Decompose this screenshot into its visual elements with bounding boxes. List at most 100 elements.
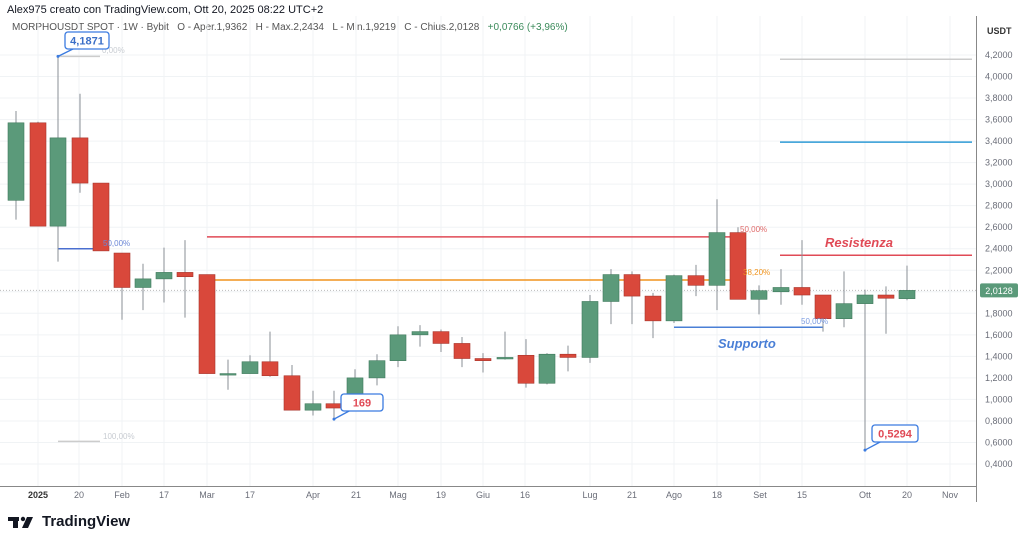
price-tick: 2,8000 <box>985 201 1013 211</box>
fib-100-label: 100,00% <box>103 432 135 441</box>
bull-candle <box>581 301 599 358</box>
low-oct-callout-box <box>871 424 919 443</box>
bear-candle <box>113 252 131 288</box>
bull-candle <box>708 232 726 286</box>
price-tick: 4,2000 <box>985 50 1013 60</box>
fib-50-low-label: 50,00% <box>801 317 828 326</box>
bear-candle <box>176 272 194 278</box>
low-value: L - Min.1,9219 <box>332 22 396 33</box>
last-price-label: 2,0128 <box>985 286 1013 296</box>
price-scale: 4,2000 4,0000 3,8000 3,6000 3,4000 3,2000 3,00… <box>980 50 1018 469</box>
time-tick: Feb <box>114 490 130 500</box>
time-tick: 17 <box>245 490 255 500</box>
price-tick: 2,2000 <box>985 265 1013 275</box>
time-tick: Ago <box>666 490 682 500</box>
high-callout-box <box>64 31 110 50</box>
bull-candle <box>219 373 237 376</box>
price-tick: 1,4000 <box>985 351 1013 361</box>
bear-candle <box>623 274 641 297</box>
bear-candle <box>474 358 492 361</box>
supporto-label: Supporto <box>718 336 776 351</box>
time-tick: Giu <box>476 490 490 500</box>
bull-candle <box>7 122 25 201</box>
price-tick: 1,0000 <box>985 394 1013 404</box>
symbol-name[interactable]: MORPHOUSDT SPOT · 1W · Bybit <box>12 22 169 33</box>
time-tick: 16 <box>520 490 530 500</box>
chart-credit: Alex975 creato con TradingView.com, Ott … <box>7 4 324 16</box>
time-tick: 17 <box>159 490 169 500</box>
high-value: H - Max.2,2434 <box>255 22 324 33</box>
time-tick: 21 <box>351 490 361 500</box>
symbol-legend: MORPHOUSDT SPOT · 1W · Bybit O - Aper.1,… <box>12 22 568 33</box>
time-tick: 21 <box>627 490 637 500</box>
bull-candle <box>665 275 683 322</box>
bull-candle <box>368 360 386 379</box>
bear-candle <box>453 343 471 359</box>
low-apr-callout-text: 169 <box>353 398 371 410</box>
price-tick: 3,0000 <box>985 179 1013 189</box>
price-tick: 3,2000 <box>985 158 1013 168</box>
price-tick: 1,8000 <box>985 308 1013 318</box>
time-tick: Mar <box>199 490 215 500</box>
candlestick-chart[interactable]: 0,00% 50,00% 100,00% 50,00% 38,20% 50,00% Resi… <box>0 16 976 486</box>
time-tick: 2025 <box>28 490 48 500</box>
price-tick: 2,4000 <box>985 244 1013 254</box>
price-tick: 3,4000 <box>985 136 1013 146</box>
price-axis-unit: USDT <box>987 26 1012 36</box>
price-tick: 4,0000 <box>985 72 1013 82</box>
time-tick: Lug <box>582 490 597 500</box>
bull-candle <box>241 361 259 374</box>
high-callout-anchor <box>56 54 60 58</box>
tradingview-logo: TradingView <box>8 513 130 530</box>
time-axis[interactable]: 2025 20 Feb 17 Mar 17 Apr 21 Mag 19 Giu 16 Lug 21 Ago 1… <box>0 486 976 503</box>
bear-candle <box>644 295 662 322</box>
bull-candle <box>496 357 514 360</box>
time-tick: Apr <box>306 490 320 500</box>
price-tick: 0,6000 <box>985 437 1013 447</box>
bear-candle <box>559 353 577 358</box>
price-axis[interactable]: USDT 4,2000 4,0000 3,8000 3,6000 3,4000 3,200… <box>976 16 1024 502</box>
bear-candle <box>71 137 89 184</box>
bear-candle <box>92 182 110 252</box>
low-apr-callout-anchor <box>332 417 336 421</box>
change-value: +0,0766 (+3,96%) <box>487 22 568 33</box>
open-value: O - Aper.1,9362 <box>177 22 248 33</box>
bear-candle <box>261 361 279 377</box>
bear-candle <box>432 331 450 344</box>
fib-50-right-label: 50,00% <box>740 225 767 234</box>
price-tick: 3,8000 <box>985 93 1013 103</box>
low-oct-callout-anchor <box>863 448 867 452</box>
fib-50-left-label: 50,00% <box>103 239 130 248</box>
time-tick: 20 <box>74 490 84 500</box>
bull-candle <box>898 290 916 299</box>
time-scale: 2025 20 Feb 17 Mar 17 Apr 21 Mag 19 Giu 16 Lug 21 Ago 1… <box>28 490 959 500</box>
bull-candle <box>750 290 768 300</box>
low-apr-callout-box <box>340 393 384 412</box>
fib-0-label: 0,00% <box>102 46 125 55</box>
bull-candle <box>304 403 322 411</box>
price-tick: 1,6000 <box>985 330 1013 340</box>
tradingview-logo-icon <box>8 516 33 528</box>
last-price-badge <box>980 283 1018 298</box>
bear-candle <box>687 275 705 286</box>
time-tick: 18 <box>712 490 722 500</box>
chart-pane[interactable]: 0,00% 50,00% 100,00% 50,00% 38,20% 50,00% Resi… <box>0 16 976 486</box>
bull-candle <box>602 274 620 302</box>
time-tick: 19 <box>436 490 446 500</box>
high-callout-text: 4,1871 <box>70 36 104 48</box>
bull-candle <box>134 278 152 288</box>
bear-candle <box>325 403 343 409</box>
bear-candle <box>283 375 301 411</box>
time-tick: Set <box>753 490 767 500</box>
time-tick: Ott <box>859 490 872 500</box>
fib-382-label: 38,20% <box>743 268 770 277</box>
bull-candle <box>835 303 853 319</box>
bull-candle <box>856 294 874 304</box>
bull-candle <box>538 353 556 384</box>
price-tick: 3,6000 <box>985 115 1013 125</box>
bear-candle <box>729 232 747 300</box>
low-oct-callout-text: 0,5294 <box>878 429 913 441</box>
close-value: C - Chius.2,0128 <box>404 22 480 33</box>
resistenza-label: Resistenza <box>825 235 893 250</box>
bull-candle <box>389 334 407 361</box>
